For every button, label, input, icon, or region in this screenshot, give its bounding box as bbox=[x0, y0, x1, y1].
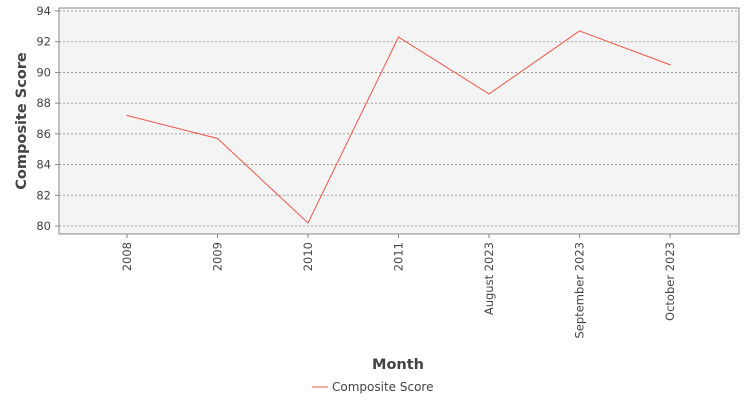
y-tick-label: 88 bbox=[36, 96, 51, 110]
y-axis-ticks: 80 82 84 86 88 90 92 94 bbox=[36, 4, 59, 233]
y-tick-label: 90 bbox=[36, 65, 51, 79]
y-tick-label: 82 bbox=[36, 188, 51, 202]
data-point bbox=[307, 222, 309, 224]
legend-label: Composite Score bbox=[332, 380, 433, 394]
x-tick-label: August 2023 bbox=[482, 242, 496, 315]
x-tick-label: 2008 bbox=[120, 242, 134, 271]
x-tick-label: September 2023 bbox=[573, 242, 587, 339]
x-axis-title: Month bbox=[372, 357, 424, 373]
data-point bbox=[126, 114, 128, 117]
data-point bbox=[397, 36, 400, 38]
gridlines bbox=[59, 10, 739, 227]
x-axis-ticks: 2008 2009 2010 2011 August 2023 September 202… bbox=[120, 234, 677, 339]
y-tick-label: 80 bbox=[36, 219, 51, 233]
x-tick-label: 2010 bbox=[301, 242, 315, 271]
plot-background bbox=[58, 7, 740, 235]
data-point bbox=[669, 64, 671, 66]
y-tick-label: 86 bbox=[36, 127, 51, 141]
x-tick-label: October 2023 bbox=[663, 242, 677, 321]
data-point bbox=[216, 137, 219, 140]
y-tick-label: 94 bbox=[36, 4, 51, 18]
data-point bbox=[488, 93, 490, 95]
legend: Composite Score bbox=[312, 380, 433, 394]
x-tick-label: 2011 bbox=[392, 242, 406, 271]
series-lines bbox=[126, 30, 671, 224]
x-tick-label: 2009 bbox=[211, 242, 225, 271]
y-axis-title: Composite Score bbox=[14, 52, 30, 190]
y-tick-label: 92 bbox=[36, 35, 51, 49]
y-tick-label: 84 bbox=[36, 158, 51, 172]
data-point bbox=[578, 30, 581, 32]
